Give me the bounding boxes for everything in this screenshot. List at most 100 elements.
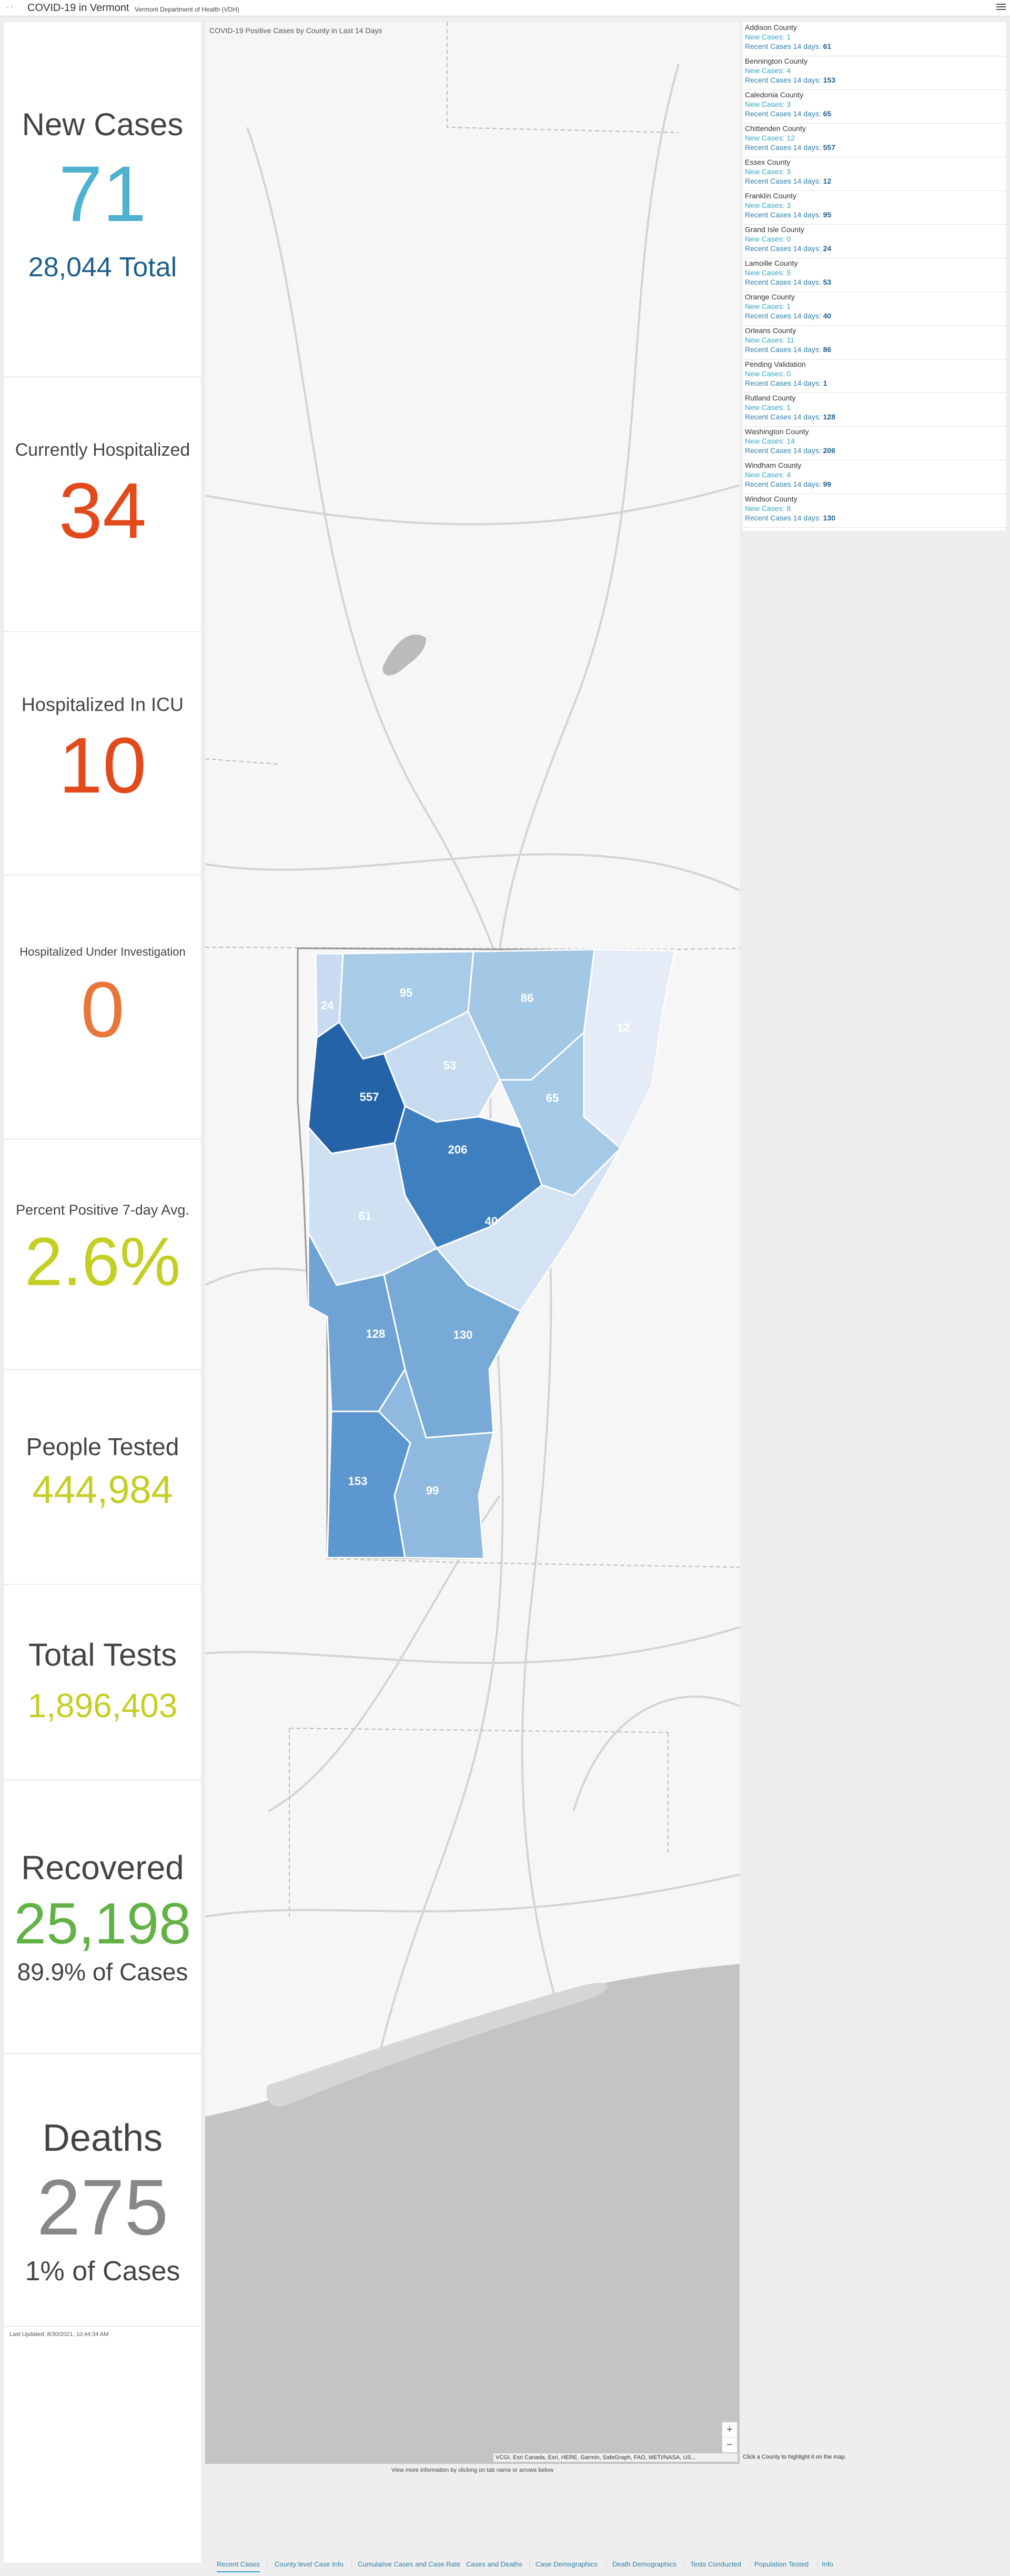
percent-positive-panel: Percent Positive 7-day Avg. 2.6%: [4, 1139, 201, 1370]
county-recent: Recent Cases 14 days: 24: [745, 244, 832, 253]
county-item-orleans[interactable]: Orleans County New Cases: 11 Recent Case…: [743, 325, 1006, 359]
map-caption: COVID-19 Positive Cases by County in Las…: [209, 26, 382, 35]
app-logo: ←↑: [5, 4, 13, 10]
label-washington: 206: [448, 1143, 468, 1156]
county-name: Chittenden County: [745, 124, 806, 133]
county-recent: Recent Cases 14 days: 153: [745, 76, 835, 84]
percent-positive-value: 2.6%: [24, 1223, 181, 1300]
stats-column: New Cases 71 28,044 Total Currently Hosp…: [4, 22, 201, 2563]
hamburger-menu-icon[interactable]: [996, 2, 1006, 12]
county-recent: Recent Cases 14 days: 99: [745, 480, 832, 488]
county-item-pending-validation[interactable]: Pending Validation New Cases: 0 Recent C…: [743, 359, 1006, 393]
county-recent: Recent Cases 14 days: 86: [745, 345, 832, 354]
tab-population-tested[interactable]: Population Tested: [754, 2560, 809, 2568]
percent-positive-label: Percent Positive 7-day Avg.: [16, 1202, 189, 1218]
map-hint: Click a County to highlight it on the ma…: [743, 2454, 846, 2460]
county-item-bennington[interactable]: Bennington County New Cases: 4 Recent Ca…: [743, 56, 1006, 90]
tab-tests-conducted[interactable]: Tests Conducted: [690, 2560, 741, 2568]
label-rutland: 128: [366, 1327, 386, 1340]
label-windsor: 130: [453, 1328, 473, 1341]
county-item-windham[interactable]: Windham County New Cases: 4 Recent Cases…: [743, 460, 1006, 494]
county-name: Addison County: [745, 23, 797, 32]
county-name: Grand Isle County: [745, 225, 804, 234]
under-investigation-panel: Hospitalized Under Investigation 0: [4, 875, 201, 1139]
tab-case-demographics[interactable]: Case Demographics: [536, 2560, 598, 2568]
zoom-in-button[interactable]: +: [726, 2424, 733, 2435]
county-item-washington[interactable]: Washington County New Cases: 14 Recent C…: [743, 426, 1006, 460]
county-map[interactable]: COVID-19 Positive Cases by County in Las…: [205, 22, 740, 2464]
map-canvas[interactable]: 24 95 86 12 53 65 557 206 61 40 128 130 …: [205, 22, 740, 2464]
county-name: Essex County: [745, 158, 791, 166]
county-recent: Recent Cases 14 days: 557: [745, 143, 835, 152]
label-caledonia: 65: [546, 1091, 559, 1105]
county-new-cases: New Cases: 11: [745, 336, 794, 344]
county-item-essex[interactable]: Essex County New Cases: 3 Recent Cases 1…: [743, 157, 1006, 191]
deaths-value: 275: [36, 2163, 169, 2251]
county-item-rutland[interactable]: Rutland County New Cases: 1 Recent Cases…: [743, 393, 1006, 427]
zoom-out-button[interactable]: −: [722, 2437, 737, 2452]
tab-death-demographics[interactable]: Death Demographics: [612, 2560, 677, 2568]
tab-hint: View more information by clicking on tab…: [391, 2467, 553, 2473]
county-new-cases: New Cases: 1: [745, 403, 791, 412]
new-cases-panel: New Cases 71 28,044 Total: [4, 22, 201, 377]
recovered-percent: 89.9% of Cases: [17, 1958, 188, 1986]
county-item-grand-isle[interactable]: Grand Isle County New Cases: 0 Recent Ca…: [743, 224, 1006, 258]
county-name: Washington County: [745, 427, 809, 436]
tab-cumulative-cases[interactable]: Cumulative Cases and Case Rate: [358, 2560, 461, 2568]
county-item-orange[interactable]: Orange County New Cases: 1 Recent Cases …: [743, 292, 1006, 326]
county-item-windsor[interactable]: Windsor County New Cases: 8 Recent Cases…: [743, 494, 1006, 528]
last-updated: Last Updated: 8/30/2021, 10:44:34 AM: [9, 2331, 109, 2338]
label-addison: 61: [359, 1209, 371, 1222]
county-new-cases: New Cases: 12: [745, 134, 795, 142]
hospitalized-value: 34: [58, 466, 147, 555]
label-essex: 12: [617, 1021, 630, 1034]
county-new-cases: New Cases: 4: [745, 470, 791, 479]
county-name: Windsor County: [745, 495, 797, 503]
recovered-panel: Recovered 25,198 89.9% of Cases: [4, 1780, 201, 2054]
total-tests-label: Total Tests: [28, 1637, 177, 1672]
county-list: Addison County New Cases: 1 Recent Cases…: [743, 22, 1006, 530]
icu-panel: Hospitalized In ICU 10: [4, 632, 201, 875]
county-recent: Recent Cases 14 days: 128: [745, 413, 835, 421]
tab-county-level-case-info[interactable]: County level Case Info: [275, 2560, 344, 2568]
county-recent: Recent Cases 14 days: 95: [745, 211, 832, 219]
county-name: Orleans County: [745, 326, 796, 335]
zoom-control: + −: [722, 2422, 738, 2453]
county-name: Rutland County: [745, 394, 796, 402]
county-new-cases: New Cases: 1: [745, 302, 791, 310]
county-item-franklin[interactable]: Franklin County New Cases: 3 Recent Case…: [743, 191, 1006, 225]
tab-cases-and-deaths[interactable]: Cases and Deaths: [466, 2560, 522, 2568]
county-item-caledonia[interactable]: Caledonia County New Cases: 3 Recent Cas…: [743, 89, 1006, 124]
county-recent: Recent Cases 14 days: 12: [745, 177, 832, 185]
county-item-chittenden[interactable]: Chittenden County New Cases: 12 Recent C…: [743, 123, 1006, 157]
hospitalized-label: Currently Hospitalized: [15, 440, 190, 460]
county-name: Orange County: [745, 293, 795, 301]
county-recent: Recent Cases 14 days: 53: [745, 278, 832, 286]
deaths-label: Deaths: [42, 2117, 163, 2159]
county-name: Caledonia County: [745, 91, 804, 99]
county-item-addison[interactable]: Addison County New Cases: 1 Recent Cases…: [743, 22, 1006, 56]
under-investigation-label: Hospitalized Under Investigation: [19, 945, 186, 958]
people-tested-value: 444,984: [32, 1468, 173, 1511]
label-chittenden: 557: [360, 1090, 379, 1104]
people-tested-label: People Tested: [26, 1433, 179, 1460]
label-grand-isle: 24: [321, 999, 334, 1012]
tab-bar: Recent Cases County level Case Info Cumu…: [205, 2558, 836, 2572]
tab-info[interactable]: Info: [822, 2560, 833, 2568]
recovered-label: Recovered: [21, 1849, 184, 1887]
county-name: Bennington County: [745, 57, 808, 65]
total-tests-value: 1,896,403: [27, 1687, 178, 1725]
county-item-lamoille[interactable]: Lamoille County New Cases: 5 Recent Case…: [743, 258, 1006, 292]
map-attribution[interactable]: VCGI, Esri Canada, Esri, HERE, Garmin, S…: [493, 2453, 738, 2462]
county-new-cases: New Cases: 4: [745, 66, 791, 75]
label-franklin: 95: [400, 986, 412, 999]
county-new-cases: New Cases: 3: [745, 100, 791, 108]
tab-recent-cases[interactable]: Recent Cases: [217, 2558, 260, 2572]
county-new-cases: New Cases: 0: [745, 369, 791, 378]
total-tests-panel: Total Tests 1,896,403: [4, 1584, 201, 1780]
county-recent: Recent Cases 14 days: 40: [745, 312, 832, 320]
county-polygons: [307, 948, 676, 1560]
new-cases-value: 71: [58, 149, 147, 238]
people-tested-panel: People Tested 444,984: [4, 1369, 201, 1585]
under-investigation-value: 0: [80, 965, 125, 1054]
